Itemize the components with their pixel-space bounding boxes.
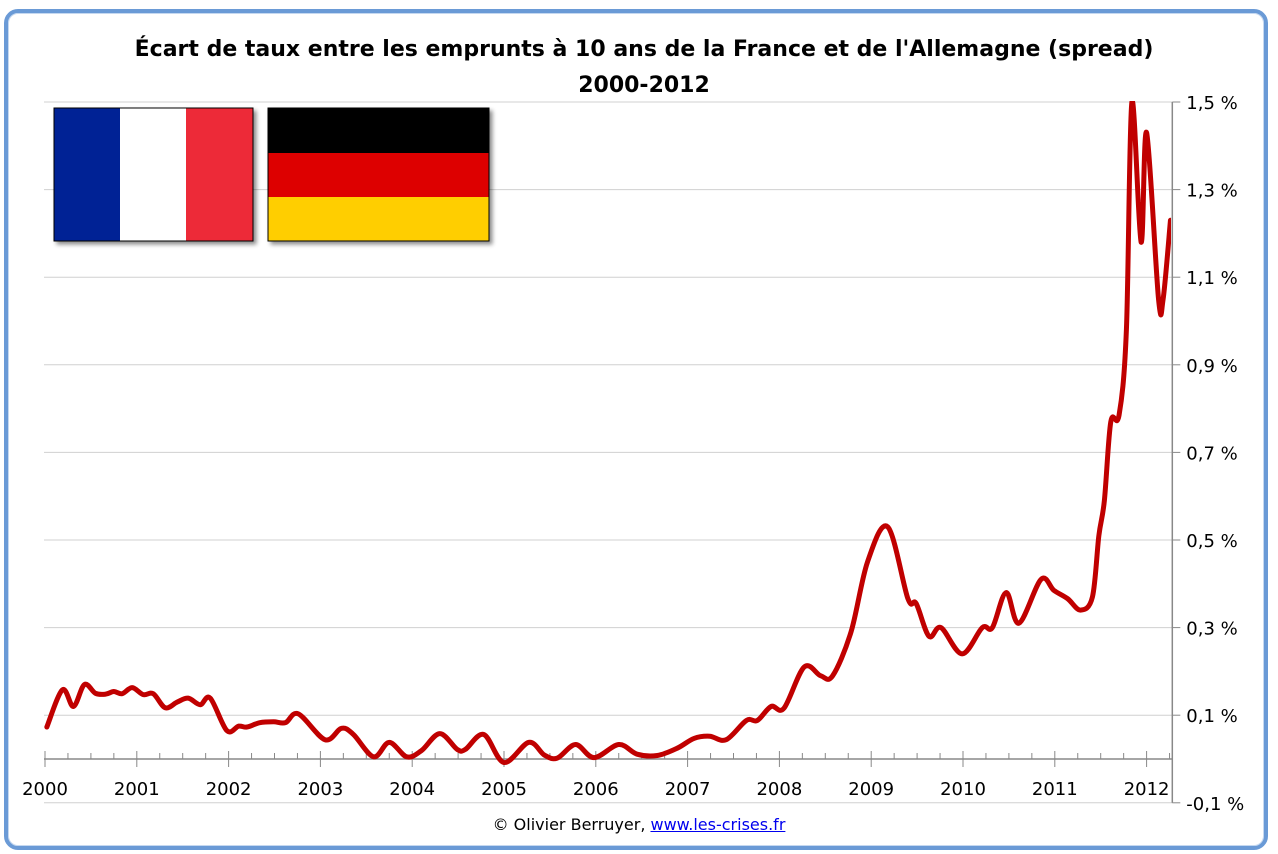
y-tick-label: 1,1 % [1186, 268, 1237, 289]
y-tick-label: 0,5 % [1186, 531, 1237, 552]
y-tick-label: 0,7 % [1186, 443, 1237, 464]
y-tick-label: 1,3 % [1186, 181, 1237, 202]
x-tick-label: 2011 [1032, 779, 1078, 800]
flags [53, 107, 490, 242]
x-tick-label: 2012 [1124, 779, 1170, 800]
credit-link[interactable]: www.les-crises.fr [650, 815, 786, 834]
y-tick-label: -0,1 % [1186, 794, 1244, 815]
x-tick-label: 2009 [848, 779, 894, 800]
france-flag [53, 107, 254, 242]
x-tick-label: 2002 [206, 779, 252, 800]
germany-flag [267, 107, 490, 242]
chart-subtitle: 2000-2012 [578, 73, 710, 98]
x-tick-label: 2008 [756, 779, 802, 800]
x-tick-label: 2001 [114, 779, 160, 800]
x-tick-labels: 2000 2001 2002 2003 2004 2005 2006 2007 2008 2009… [22, 779, 1169, 800]
chart-title: Écart de taux entre les emprunts à 10 an… [135, 36, 1154, 62]
credit: © Olivier Berruyer, www.les-crises.fr [0, 815, 1278, 834]
y-tick-label: 0,9 % [1186, 356, 1237, 377]
chart-frame [4, 9, 1268, 850]
spread-line [44, 101, 1171, 766]
x-tick-label: 2003 [297, 779, 343, 800]
x-tick-label: 2004 [389, 779, 435, 800]
y-tick-labels: 1,5 % 1,3 % 1,1 % 0,9 % 0,7 % 0,5 % 0,3 % 0,1 %… [1186, 93, 1244, 815]
x-tick-label: 2007 [665, 779, 711, 800]
y-tick-label: 0,3 % [1186, 619, 1237, 640]
y-tick-label: 0,1 % [1186, 706, 1237, 727]
x-tick-label: 2000 [22, 779, 68, 800]
x-tick-label: 2006 [573, 779, 619, 800]
credit-text: © Olivier Berruyer, [492, 815, 651, 834]
gridlines [44, 101, 1173, 804]
y-tick-label: 1,5 % [1186, 93, 1237, 114]
axes [44, 101, 1181, 804]
x-tick-label: 2010 [940, 779, 986, 800]
x-tick-label: 2005 [481, 779, 527, 800]
